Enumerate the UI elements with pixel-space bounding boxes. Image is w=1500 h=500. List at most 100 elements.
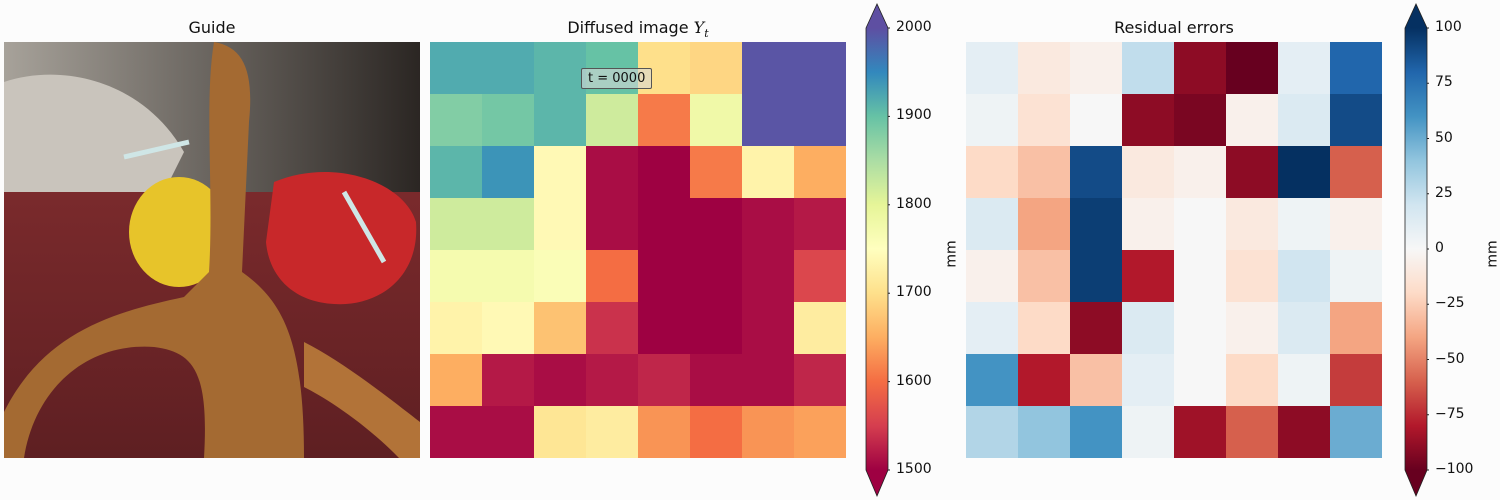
diffused-cell	[534, 406, 587, 458]
diffused-cell	[586, 198, 639, 251]
colorbar-tick-label: 1700	[896, 284, 932, 301]
diffused-cell	[482, 42, 535, 95]
residual-colorbar	[1404, 3, 1429, 498]
residual-cell	[1122, 42, 1175, 95]
residual-cell	[1226, 42, 1279, 95]
colorbar-tick-label: 75	[1435, 74, 1453, 91]
guide-title: Guide	[188, 18, 236, 37]
diffused-cell	[690, 250, 743, 303]
diffused-cell	[794, 198, 846, 251]
colorbar-gradient	[866, 28, 888, 470]
colorbar-tick-label: 0	[1435, 240, 1444, 256]
residual-cell	[1018, 354, 1071, 407]
diffused-cell	[586, 250, 639, 303]
residual-title: Residual errors	[1114, 18, 1234, 37]
diffused-cell	[430, 42, 483, 95]
time-label: t = 0000	[581, 68, 653, 89]
residual-cell	[1122, 146, 1175, 199]
colorbar-tick-label: 1600	[896, 372, 932, 389]
guide-image	[4, 42, 420, 458]
diffused-cell	[638, 250, 691, 303]
ribbon	[123, 139, 387, 264]
residual-cell	[966, 146, 1019, 199]
residual-cell	[966, 250, 1019, 303]
diffused-cell	[430, 406, 483, 458]
diffused-cell	[586, 302, 639, 355]
residual-cell	[1122, 354, 1175, 407]
colorbar-tick-label: 100	[1435, 19, 1462, 35]
diffused-cell	[586, 406, 639, 458]
diffused-cell	[586, 146, 639, 199]
residual-cell	[1018, 42, 1071, 95]
residual-cell	[1070, 302, 1123, 355]
colorbar-max-arrow	[1405, 4, 1427, 28]
toy-left-leg	[304, 342, 420, 458]
colorbar-min-arrow	[866, 470, 888, 496]
diffused-colorbar-unit: mm	[943, 240, 960, 268]
colorbar-gradient	[1405, 28, 1427, 470]
residual-cell	[1226, 146, 1279, 199]
diffused-cell	[534, 42, 587, 95]
diffused-cell	[534, 94, 587, 147]
residual-cell	[1330, 146, 1382, 199]
residual-cell	[1070, 250, 1123, 303]
diffused-cell	[534, 354, 587, 407]
diffused-title-var: Y	[693, 18, 705, 37]
residual-cell	[1174, 198, 1227, 251]
diffused-cell	[482, 94, 535, 147]
diffused-cell	[482, 354, 535, 407]
colorbar-tick-label: −75	[1435, 405, 1465, 422]
diffused-cell	[534, 146, 587, 199]
residual-cell	[1122, 94, 1175, 147]
colorbar-tick-label: 1500	[896, 461, 932, 477]
diffused-cell	[638, 146, 691, 199]
residual-cell	[1070, 42, 1123, 95]
diffused-cell	[482, 302, 535, 355]
residual-cell	[966, 302, 1019, 355]
residual-cell	[1278, 302, 1331, 355]
diffused-cell	[794, 302, 846, 355]
residual-cell	[1278, 198, 1331, 251]
diffused-cell	[430, 198, 483, 251]
diffused-cell	[430, 354, 483, 407]
residual-cell	[1278, 94, 1331, 147]
residual-cell	[1018, 94, 1071, 147]
residual-colorbar-unit: mm	[1484, 240, 1500, 268]
diffused-cell	[690, 198, 743, 251]
diffused-cell	[742, 302, 795, 355]
diffused-cell	[586, 94, 639, 147]
diffused-cell	[430, 250, 483, 303]
diffused-cell	[690, 354, 743, 407]
yellow-ornament	[129, 177, 229, 287]
diffused-cell	[430, 302, 483, 355]
diffused-title-sub: t	[704, 27, 709, 41]
colorbar-min-arrow	[1405, 470, 1427, 496]
residual-cell	[1226, 250, 1279, 303]
residual-cell	[1330, 354, 1382, 407]
diffused-cell	[534, 302, 587, 355]
residual-cell	[1070, 406, 1123, 458]
diffused-cell	[742, 250, 795, 303]
diffused-cell	[794, 406, 846, 458]
residual-cell	[1226, 94, 1279, 147]
diffused-cell	[430, 146, 483, 199]
colorbar-tick-label: 25	[1435, 184, 1453, 201]
residual-cell	[1330, 406, 1382, 458]
residual-cell	[1018, 250, 1071, 303]
residual-cell	[1174, 94, 1227, 147]
diffused-cell	[638, 354, 691, 407]
colorbar-tick-label: −25	[1435, 295, 1465, 312]
diffused-cell	[430, 94, 483, 147]
residual-cell	[1174, 406, 1227, 458]
diffused-cell	[638, 94, 691, 147]
residual-cell	[966, 42, 1019, 95]
residual-cell	[1174, 354, 1227, 407]
residual-cell	[1226, 302, 1279, 355]
residual-cell	[1226, 354, 1279, 407]
residual-cell	[1122, 198, 1175, 251]
residual-heatmap	[966, 42, 1382, 458]
residual-cell	[1226, 406, 1279, 458]
diffused-cell	[690, 94, 743, 147]
residual-cell	[1070, 94, 1123, 147]
